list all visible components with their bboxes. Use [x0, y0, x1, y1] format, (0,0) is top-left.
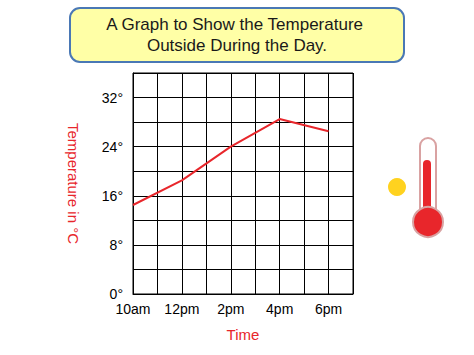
svg-text:6pm: 6pm — [315, 301, 342, 317]
svg-text:12pm: 12pm — [164, 301, 199, 317]
svg-text:Outside During the Day.: Outside During the Day. — [147, 36, 327, 55]
svg-text:24°: 24° — [102, 139, 123, 155]
svg-text:0°: 0° — [110, 286, 123, 302]
svg-text:16°: 16° — [102, 188, 123, 204]
svg-text:Temperature in °C: Temperature in °C — [65, 123, 82, 244]
svg-text:8°: 8° — [110, 237, 123, 253]
svg-text:2pm: 2pm — [217, 301, 244, 317]
svg-text:Time: Time — [227, 326, 260, 343]
svg-text:32°: 32° — [102, 90, 123, 106]
svg-text:A Graph to Show the Temperatur: A Graph to Show the Temperature — [106, 15, 367, 34]
svg-text:4pm: 4pm — [266, 301, 293, 317]
svg-text:10am: 10am — [115, 301, 150, 317]
